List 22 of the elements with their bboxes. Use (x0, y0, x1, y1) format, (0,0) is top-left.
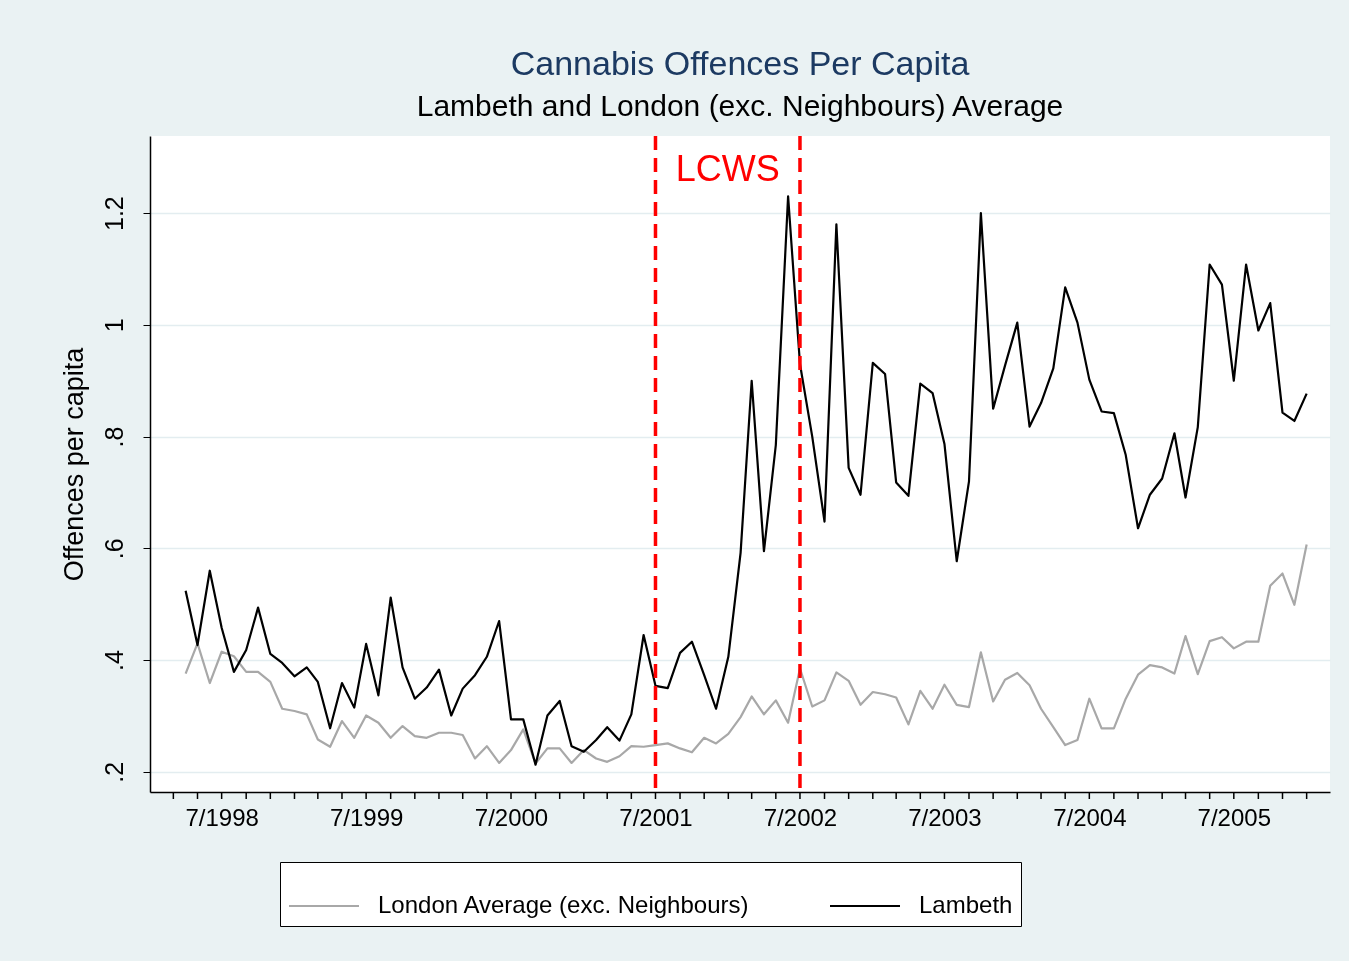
legend-label: Lambeth (919, 891, 1013, 918)
x-tick-label: 7/2005 (1197, 803, 1272, 831)
x-tick-label: 7/2004 (1053, 803, 1127, 831)
x-tick-label: 7/2002 (763, 803, 838, 831)
x-tick-label: 7/1999 (329, 803, 404, 831)
x-tick-label: 7/2001 (619, 803, 693, 831)
y-tick-label: 1 (99, 318, 128, 333)
y-tick-label: 1.2 (99, 196, 128, 231)
x-tick-label: 7/2000 (474, 803, 549, 831)
line-series (184, 195, 1308, 766)
chart-subtitle: Lambeth and London (exc. Neighbours) Average (416, 89, 1064, 123)
x-tick-label: 7/1998 (185, 803, 259, 831)
x-tick-label: 7/2003 (908, 803, 982, 831)
y-axis-title: Offences per capita (58, 346, 89, 582)
annotation: LCWS (675, 148, 780, 189)
y-tick-label: .8 (99, 426, 128, 448)
chart-title: Cannabis Offences Per Capita (510, 44, 970, 83)
y-tick-label: .4 (99, 650, 128, 672)
y-tick-label: .2 (99, 761, 128, 783)
legend-label: London Average (exc. Neighbours) (378, 891, 749, 918)
line-series (184, 543, 1308, 765)
y-tick-label: .6 (99, 538, 128, 560)
